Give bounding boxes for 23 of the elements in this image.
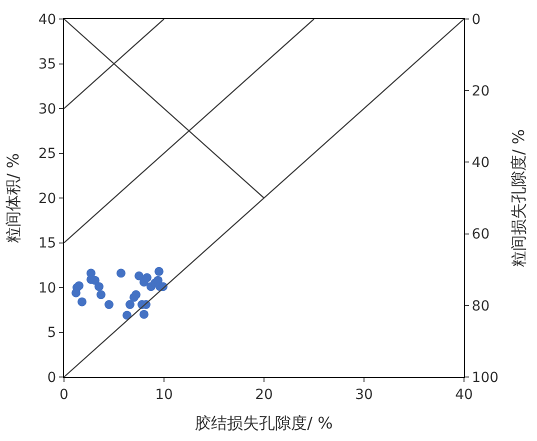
y-tick-label: 0: [47, 370, 56, 386]
y2-tick-label: 0: [472, 12, 481, 28]
x-tick-label: 10: [155, 386, 173, 403]
y-tick-label: 40: [38, 12, 56, 28]
x-tick-label: 0: [60, 386, 68, 403]
y-tick-label: 15: [38, 236, 56, 252]
x-tick-label: 20: [255, 386, 273, 403]
y-tick-label: 25: [38, 146, 56, 162]
y2-axis-title: 粒间损失孔隙度/ %: [509, 129, 528, 267]
y2-tick-label: 40: [472, 155, 490, 172]
y-axis-title: 粒间体积/ %: [3, 153, 22, 243]
y2-tick-label: 100: [472, 370, 499, 386]
y-tick-label: 10: [38, 280, 56, 296]
y-tick-label: 30: [38, 101, 56, 118]
x-tick-label: 40: [455, 386, 473, 403]
y2-tick-label: 60: [472, 226, 490, 243]
y2-tick-label: 80: [472, 298, 490, 314]
x-tick-label: 30: [355, 386, 373, 403]
x-axis-title: 胶结损失孔隙度/ %: [195, 414, 333, 432]
y-tick-label: 5: [47, 325, 56, 342]
y-tick-label: 35: [38, 56, 56, 73]
y-tick-label: 20: [38, 190, 56, 207]
y2-tick-label: 20: [472, 84, 490, 100]
